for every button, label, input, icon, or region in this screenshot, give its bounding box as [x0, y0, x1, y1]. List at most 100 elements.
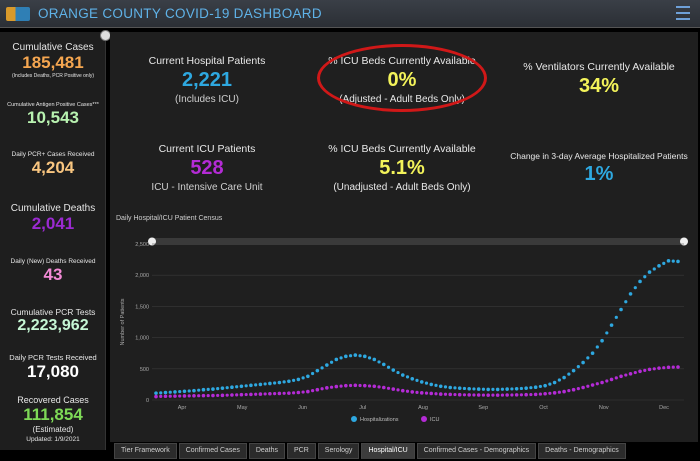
hospitalizations-point — [396, 370, 400, 375]
hospitalizations-point — [400, 373, 405, 377]
icu-point — [557, 390, 561, 394]
hospitalizations-point — [410, 376, 415, 381]
icu-point — [514, 393, 519, 397]
hospitalizations-point — [372, 357, 377, 362]
hospitalizations-point — [187, 389, 191, 393]
hospitalizations-point — [633, 286, 637, 290]
icu-point — [225, 393, 229, 397]
recovered-block: Recovered Cases 111,854 (Estimated) Upda… — [0, 395, 106, 443]
tab-deaths-demographics[interactable]: Deaths - Demographics — [538, 443, 626, 459]
icu-beds-unadjusted-sub: (Unadjusted - Adult Beds Only) — [333, 182, 471, 193]
hospitalizations-point — [211, 387, 215, 391]
hamburger-menu-icon[interactable] — [676, 6, 690, 20]
hospitalizations-point — [590, 351, 595, 355]
icu-point — [476, 393, 481, 397]
tab-tier-framework[interactable]: Tier Framework — [114, 443, 177, 459]
tab-confirmed-cases-demographics[interactable]: Confirmed Cases - Demographics — [416, 443, 537, 459]
icu-point — [296, 390, 301, 395]
hospitalizations-point — [481, 387, 486, 391]
tab-deaths[interactable]: Deaths — [248, 443, 286, 459]
page-title: ORANGE COUNTY COVID-19 DASHBOARD — [38, 6, 322, 21]
icu-point — [595, 382, 599, 386]
hospitalizations-point — [476, 387, 481, 391]
daily-pcr-block: Daily PCR+ Cases Received 4,204 — [0, 151, 106, 178]
icu-point — [453, 392, 457, 397]
hospitalizations-point — [415, 378, 419, 382]
range-slider-handle-right — [680, 237, 688, 246]
hospitalizations-point — [367, 356, 372, 360]
icu-point — [676, 365, 680, 369]
icu-point — [486, 393, 490, 397]
hospitalizations-point — [216, 387, 220, 391]
icu-point — [586, 384, 590, 388]
hospitalizations-point — [552, 380, 557, 385]
icu-point — [201, 393, 206, 398]
hospitalizations-point — [353, 353, 358, 357]
hospitalizations-point — [344, 354, 348, 359]
hospitalizations-point — [443, 385, 448, 389]
hospitalizations-point — [325, 363, 329, 367]
hospitalizations-point — [258, 382, 263, 387]
hospitalizations-point — [453, 386, 457, 390]
icu-point — [619, 374, 623, 379]
icu-point — [495, 393, 500, 397]
icu-point — [292, 391, 296, 395]
icu-point — [339, 384, 343, 388]
icu-point — [348, 383, 353, 388]
hospital-patients-sub: (Includes ICU) — [175, 94, 239, 105]
sidebar-stats: Cumulative Cases 185,481 (Includes Death… — [0, 32, 106, 450]
change-3day-card: Change in 3-day Average Hospitalized Pat… — [504, 151, 694, 186]
icu-point — [548, 391, 552, 395]
hospitalizations-point — [306, 374, 310, 379]
icu-point — [235, 393, 239, 397]
hospitalizations-point — [495, 387, 500, 392]
icu-point — [662, 366, 666, 370]
icu-point — [301, 390, 305, 394]
hospitalizations-point — [424, 381, 429, 385]
tab-serology[interactable]: Serology — [317, 443, 360, 459]
icu-point — [154, 394, 158, 399]
icu-point — [363, 383, 367, 388]
hospitalizations-point — [154, 391, 158, 395]
hospitalizations-point — [386, 365, 391, 369]
hospitalizations-point — [301, 376, 305, 380]
hospitalizations-point — [163, 390, 168, 395]
hospitalizations-point — [358, 354, 362, 358]
hospitalizations-point — [296, 377, 301, 382]
hospitalizations-point — [320, 366, 324, 370]
icu-point — [652, 367, 656, 371]
highlight-ellipse — [317, 44, 487, 112]
icu-beds-unadjusted-card: % ICU Beds Currently Available 5.1% (Una… — [307, 143, 497, 193]
cumulative-deaths-label: Cumulative Deaths — [10, 203, 96, 214]
hospitalizations-point — [438, 384, 443, 389]
icu-point — [529, 392, 533, 397]
cumulative-cases-label: Cumulative Cases — [12, 42, 94, 53]
icu-point — [434, 392, 438, 396]
icu-point — [457, 392, 462, 397]
hospitalizations-point — [647, 270, 652, 274]
hospitalizations-point — [614, 315, 618, 319]
icu-point — [230, 393, 234, 397]
hospitalizations-point — [605, 331, 609, 335]
icu-point — [429, 391, 434, 396]
hospitalizations-point — [235, 385, 239, 389]
hospitalizations-point — [562, 375, 566, 380]
hospitalizations-point — [239, 384, 244, 389]
icu-point — [671, 365, 675, 369]
hospitalizations-point — [643, 275, 647, 279]
hospitalizations-point — [619, 307, 623, 312]
icu-point — [576, 387, 580, 391]
hospitalizations-point — [529, 386, 533, 390]
icu-point — [268, 391, 272, 396]
ventilators-label: % Ventilators Currently Available — [523, 61, 675, 73]
icu-point — [206, 393, 210, 398]
census-chart-svg: 0 500 1,000 1,500 2,000 2,500 Number of Patien… — [120, 237, 688, 423]
tab-hospital-icu[interactable]: Hospital/ICU — [361, 443, 415, 459]
icu-point — [657, 366, 661, 370]
hospitalizations-point — [652, 267, 656, 271]
icu-point — [438, 392, 443, 396]
hospitalizations-point — [500, 387, 505, 391]
tab-confirmed-cases[interactable]: Confirmed Cases — [178, 443, 247, 459]
y-axis-label: Number of Patients — [120, 298, 126, 345]
tab-pcr[interactable]: PCR — [287, 443, 316, 459]
